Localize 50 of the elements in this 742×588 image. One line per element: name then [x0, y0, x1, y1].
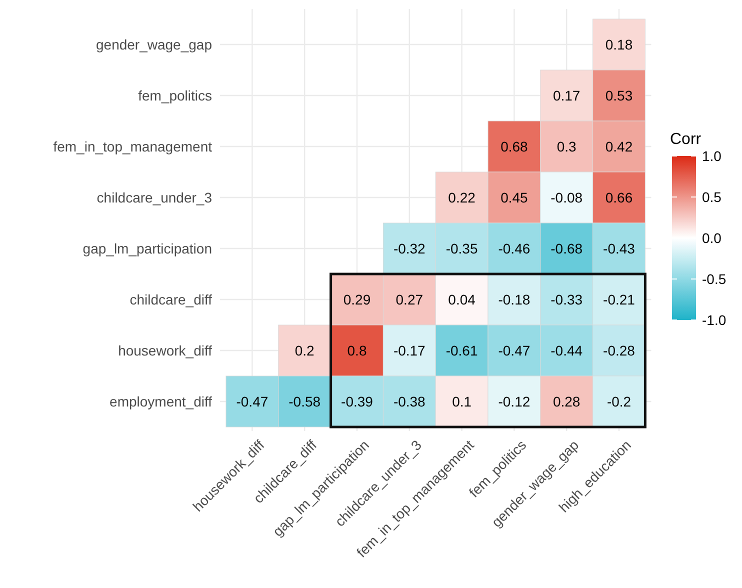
data-label: 0.3 — [556, 138, 577, 154]
data-label: 0.29 — [343, 291, 371, 308]
data-label: 0.66 — [605, 189, 633, 206]
data-label: -0.18 — [498, 291, 530, 308]
data-label: 0.17 — [552, 87, 580, 104]
data-label: 0.18 — [605, 36, 633, 52]
data-label: 0.45 — [500, 189, 528, 206]
data-label: 0.28 — [552, 393, 580, 410]
data-label: -0.28 — [603, 342, 636, 358]
data-label: 0.8 — [347, 342, 367, 358]
data-label: -0.44 — [550, 342, 583, 358]
data-label: -0.33 — [550, 291, 583, 308]
data-label: -0.21 — [603, 291, 636, 308]
data-label: 0.1 — [452, 393, 472, 410]
y-tick-label: childcare_diff — [130, 291, 212, 308]
data-label: -0.58 — [288, 393, 321, 410]
data-label: 0.53 — [605, 87, 633, 104]
data-label: -0.43 — [603, 240, 636, 256]
color-bar-title: Corr — [670, 131, 702, 148]
y-tick-label: childcare_under_3 — [96, 189, 212, 206]
data-label: -0.46 — [498, 240, 530, 256]
y-tick-label: fem_in_top_management — [53, 138, 212, 154]
data-label: -0.35 — [446, 240, 478, 256]
data-label: -0.08 — [550, 189, 583, 206]
y-tick-label: employment_diff — [110, 393, 212, 410]
y-tick-label: fem_politics — [138, 87, 212, 104]
data-label: -0.39 — [341, 393, 374, 410]
data-label: -0.47 — [236, 393, 268, 410]
color-bar-label: -1.0 — [702, 312, 726, 328]
data-label: -0.12 — [498, 393, 530, 410]
data-label: -0.68 — [550, 240, 583, 256]
data-label: 0.22 — [448, 189, 476, 206]
data-label: 0.2 — [294, 342, 315, 358]
data-label: -0.17 — [393, 342, 426, 358]
data-label: 0.42 — [605, 138, 633, 154]
data-label: -0.61 — [446, 342, 478, 358]
color-bar-label: 1.0 — [702, 148, 722, 164]
data-label: 0.68 — [500, 138, 528, 154]
color-bar-label: -0.5 — [702, 270, 726, 287]
y-tick-label: housework_diff — [118, 342, 212, 358]
data-label: -0.47 — [498, 342, 530, 358]
y-tick-label: gap_lm_participation — [82, 240, 212, 256]
data-label: 0.04 — [448, 291, 476, 308]
color-bar-label: 0.5 — [702, 188, 722, 205]
color-bar-label: 0.0 — [702, 230, 722, 246]
data-label: 0.27 — [396, 291, 424, 308]
data-label: -0.2 — [606, 393, 632, 410]
y-tick-label: gender_wage_gap — [96, 36, 212, 52]
data-label: -0.38 — [393, 393, 426, 410]
data-label: -0.32 — [393, 240, 426, 256]
